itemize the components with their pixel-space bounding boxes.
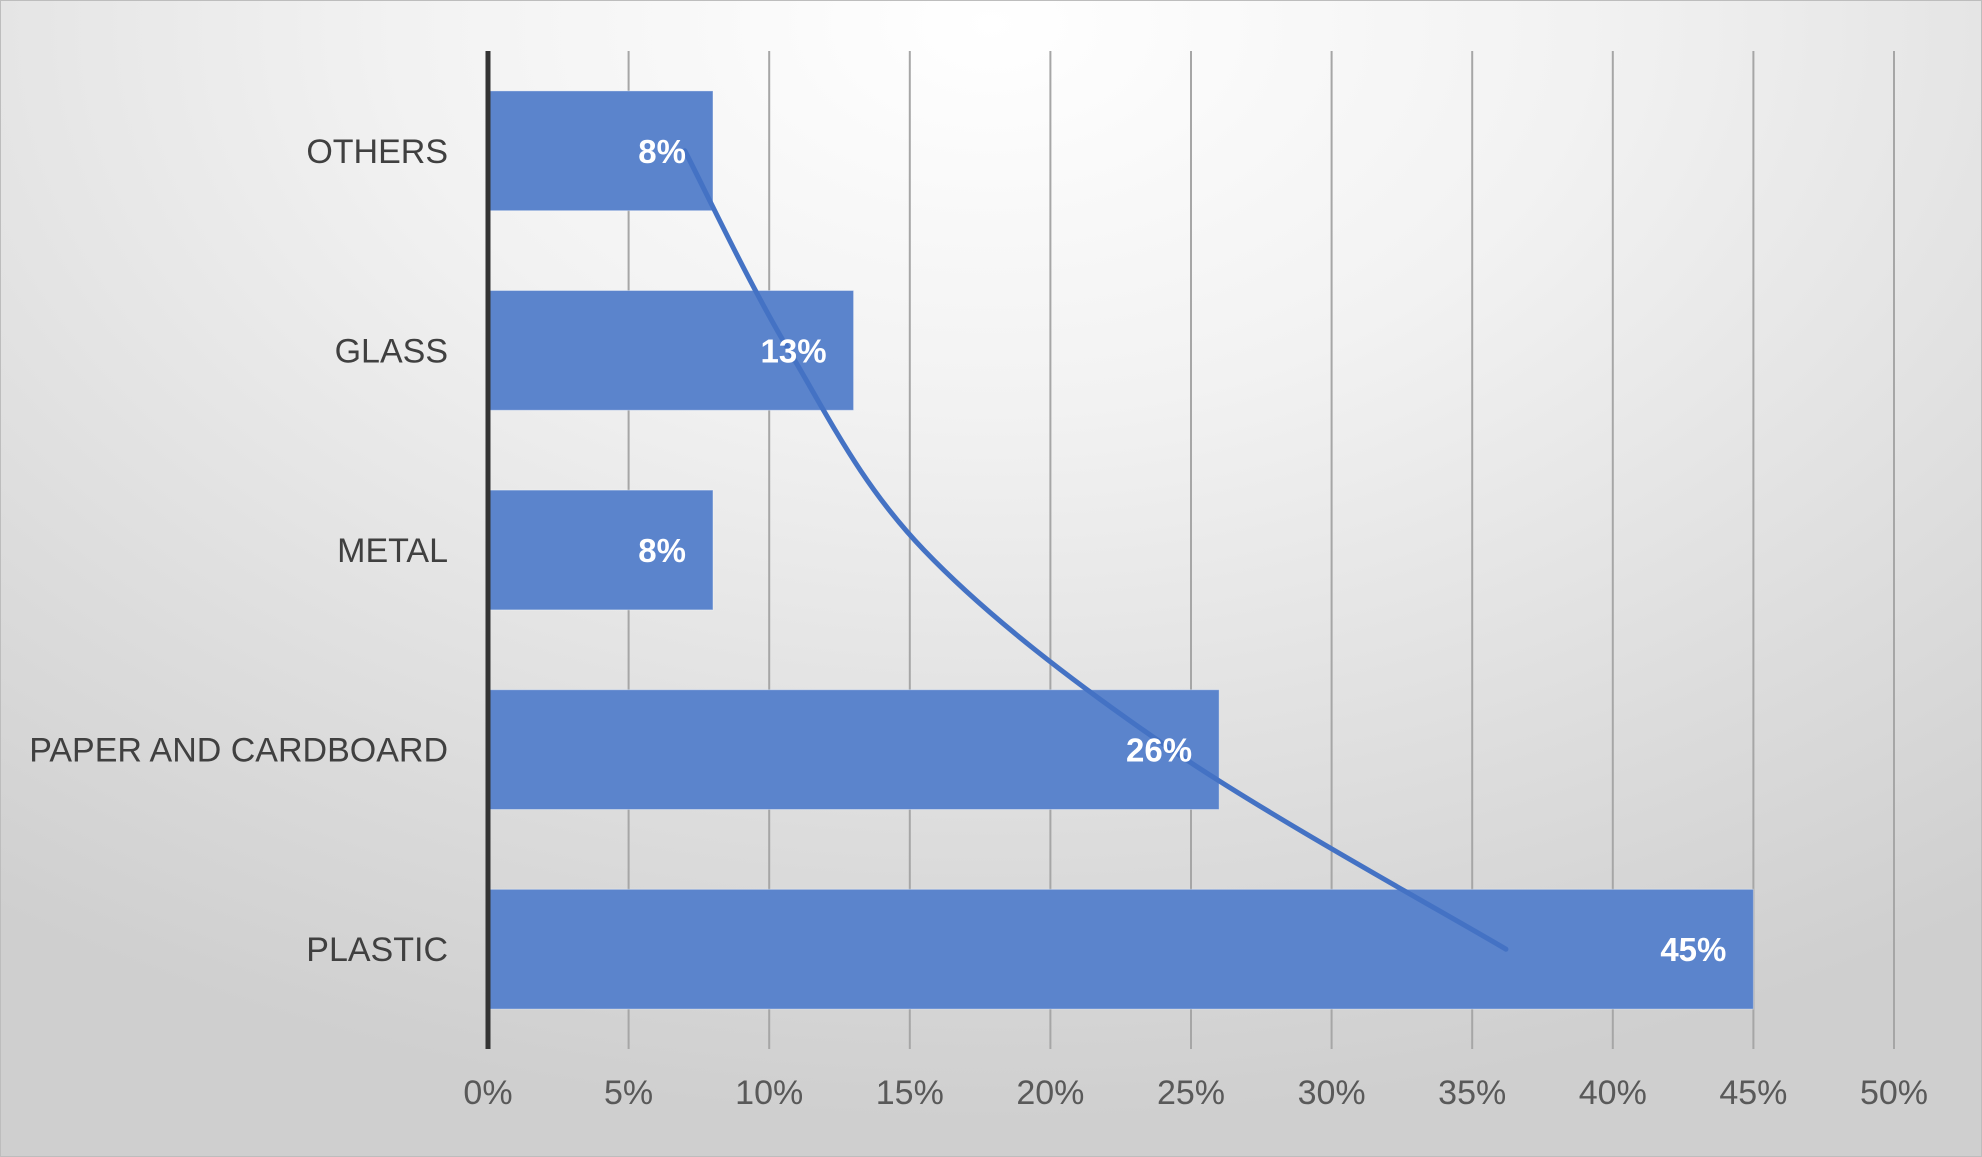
- axes: 0% 5% 10% 15% 20% 25% 30% 35% 40% 45% 50% OTHERS GLA…: [29, 51, 1928, 1112]
- bar-others: [487, 90, 714, 212]
- gridlines: [627, 51, 1895, 1049]
- category-label: METAL: [337, 532, 448, 570]
- data-label: 45%: [1660, 931, 1726, 968]
- x-tick-label: 25%: [1157, 1074, 1225, 1112]
- bar-paper-and-cardboard: [487, 689, 1220, 810]
- x-tick-label: 0%: [463, 1074, 512, 1112]
- category-label: GLASS: [335, 332, 448, 370]
- x-tick-label: 30%: [1298, 1074, 1366, 1112]
- x-tick-label: 20%: [1016, 1074, 1084, 1112]
- bars: [487, 90, 1754, 1010]
- x-tick-label: 45%: [1719, 1074, 1787, 1112]
- trendline: [682, 148, 1509, 952]
- category-label: PAPER AND CARDBOARD: [29, 732, 448, 770]
- bar-metal: [487, 489, 714, 611]
- data-labels: 8% 13% 8% 26% 45%: [638, 133, 1726, 968]
- x-tick-label: 35%: [1438, 1074, 1506, 1112]
- category-label: OTHERS: [306, 133, 448, 171]
- x-tick-label: 40%: [1579, 1074, 1647, 1112]
- bar-plastic: [487, 888, 1754, 1010]
- x-tick-label: 10%: [735, 1074, 803, 1112]
- data-label: 13%: [760, 332, 826, 369]
- x-tick-label: 15%: [876, 1074, 944, 1112]
- data-label: 8%: [638, 133, 686, 170]
- trendline-layer: [682, 148, 1509, 952]
- category-label: PLASTIC: [306, 931, 448, 969]
- data-label: 8%: [638, 532, 686, 569]
- x-tick-label: 50%: [1860, 1074, 1928, 1112]
- x-tick-label: 5%: [604, 1074, 653, 1112]
- data-label: 26%: [1126, 732, 1192, 769]
